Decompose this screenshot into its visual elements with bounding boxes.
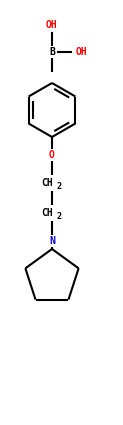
Text: CH: CH (41, 178, 53, 188)
Text: OH: OH (45, 20, 57, 30)
Text: OH: OH (76, 47, 88, 57)
Text: O: O (49, 150, 55, 160)
Text: B: B (49, 47, 55, 57)
Text: N: N (49, 236, 55, 246)
Text: 2: 2 (56, 212, 62, 221)
Text: 2: 2 (56, 181, 62, 190)
Text: CH: CH (41, 208, 53, 218)
